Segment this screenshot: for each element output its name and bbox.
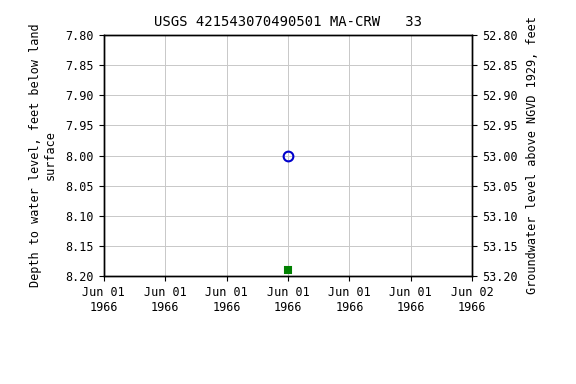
Title: USGS 421543070490501 MA-CRW   33: USGS 421543070490501 MA-CRW 33 [154,15,422,29]
Y-axis label: Depth to water level, feet below land
surface: Depth to water level, feet below land su… [29,24,57,287]
Y-axis label: Groundwater level above NGVD 1929, feet: Groundwater level above NGVD 1929, feet [526,17,539,295]
